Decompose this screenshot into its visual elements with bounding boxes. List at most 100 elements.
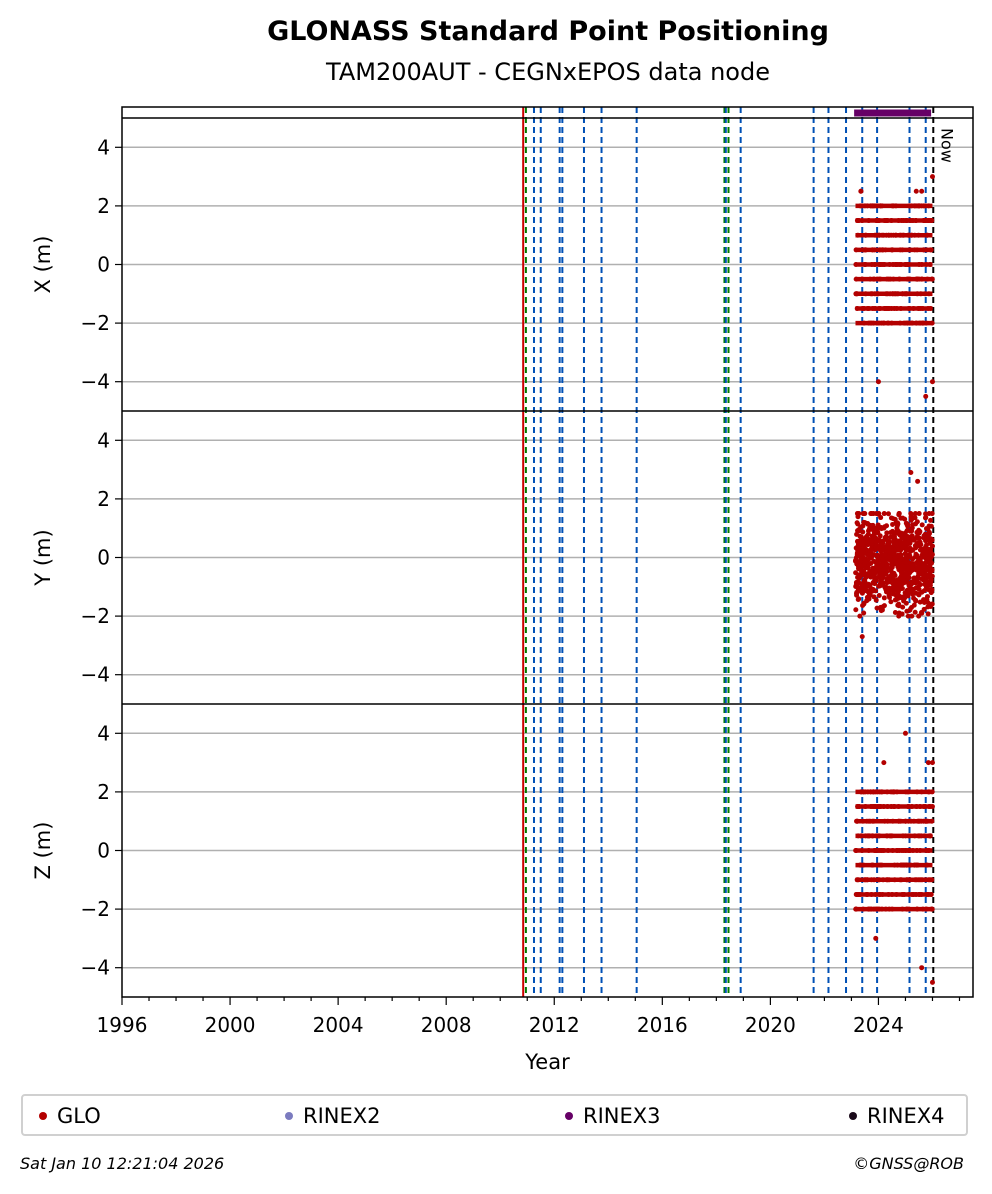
glo-data-point [859, 848, 865, 853]
glo-data-point [892, 516, 898, 522]
glo-data-point [872, 305, 878, 311]
glo-data-point [924, 535, 930, 541]
glo-data-point [897, 320, 903, 326]
glo-data-point [927, 247, 933, 253]
glo-data-point [865, 305, 871, 311]
glo-data-point [880, 582, 886, 588]
glo-data-point [908, 517, 914, 523]
glo-data-point [916, 591, 922, 597]
glo-data-point [916, 232, 922, 238]
glo-data-point [881, 262, 887, 267]
glo-data-point [926, 574, 932, 580]
glo-data-point [911, 891, 917, 897]
chart-title: GLONASS Standard Point Positioning [267, 16, 829, 47]
glo-data-point [873, 559, 879, 565]
legend: GLO RINEX2 RINEX3 RINEX4 [21, 1094, 968, 1136]
glo-data-point [898, 305, 904, 311]
glo-data-point [863, 574, 869, 580]
glo-data-point [904, 877, 910, 883]
glo-data-point [897, 544, 903, 550]
glo-data-point [881, 804, 887, 810]
glo-data-point [883, 589, 889, 595]
glo-data-point [870, 580, 876, 586]
glo-data-point [877, 276, 883, 282]
glo-data-point [853, 848, 859, 853]
glo-data-point [857, 552, 863, 558]
glo-data-point [916, 567, 922, 573]
glo-data-point [917, 561, 923, 567]
glo-data-point [886, 541, 892, 547]
glo-data-point [862, 539, 868, 545]
glo-data-point [884, 789, 890, 795]
glo-data-point [917, 848, 923, 853]
glo-data-point [856, 527, 862, 533]
glo-data-point [883, 906, 889, 912]
glo-data-point [892, 262, 898, 267]
footer-timestamp: Sat Jan 10 12:21:04 2026 [20, 1154, 225, 1173]
glo-data-point [856, 580, 862, 586]
glo-data-point [880, 877, 886, 883]
glo-data-point [912, 511, 918, 517]
glo-data-point [902, 516, 908, 522]
glo-data-point [920, 320, 926, 326]
glo-data-point [894, 848, 900, 853]
glo-data-point [919, 965, 925, 971]
glo-data-point [902, 559, 908, 565]
glo-data-point [897, 557, 903, 563]
glo-data-point [893, 597, 899, 603]
glo-data-point [929, 174, 935, 180]
glo-data-point [909, 804, 915, 810]
glo-data-point [906, 574, 912, 580]
glo-data-point [898, 877, 904, 883]
x-tick-label: 2016 [637, 1013, 688, 1037]
glo-data-point [881, 525, 887, 531]
glo-data-point [875, 379, 881, 385]
glo-data-point [929, 979, 935, 985]
glo-data-point [922, 581, 928, 587]
glo-data-point [870, 862, 876, 868]
glo-data-point [905, 523, 911, 529]
glo-data-point [886, 906, 892, 912]
glo-data-point [893, 530, 899, 536]
glo-data-point [866, 848, 872, 853]
glo-data-point [902, 730, 908, 736]
glo-data-point [928, 523, 934, 529]
glo-data-point [878, 203, 884, 209]
glo-data-point [860, 247, 866, 253]
glo-data-point [854, 818, 860, 824]
glo-data-point [929, 379, 935, 385]
glo-data-point [911, 203, 917, 209]
glo-data-point [891, 537, 897, 543]
glo-data-point [857, 613, 863, 619]
glo-data-point [854, 511, 860, 517]
glo-data-point [903, 547, 909, 553]
glo-data-point [873, 597, 879, 603]
glo-data-point [906, 818, 912, 824]
glo-data-point [871, 262, 877, 267]
glo-data-point [892, 291, 898, 297]
glo-data-point [894, 525, 900, 531]
glo-data-point [908, 582, 914, 588]
glo-data-point [868, 906, 874, 912]
glo-data-point [913, 585, 919, 591]
glo-data-point [922, 203, 928, 209]
glo-data-point [868, 540, 874, 546]
glo-data-point [860, 529, 866, 535]
glo-data-point [853, 906, 859, 912]
glo-data-point [881, 511, 887, 517]
glo-data-point [888, 218, 894, 224]
glo-data-point [877, 232, 883, 238]
glo-data-point [928, 567, 934, 573]
glo-data-point [909, 613, 915, 619]
glo-data-point [868, 511, 874, 517]
glo-data-point [924, 906, 930, 912]
glo-data-point [889, 564, 895, 570]
glo-data-point [875, 862, 881, 868]
glo-data-point [890, 521, 896, 527]
glo-data-point [926, 511, 932, 517]
glo-data-point [907, 276, 913, 282]
glo-data-point [902, 291, 908, 297]
glo-data-point [925, 611, 931, 617]
glo-data-point [861, 511, 867, 517]
glo-data-point [905, 613, 911, 619]
